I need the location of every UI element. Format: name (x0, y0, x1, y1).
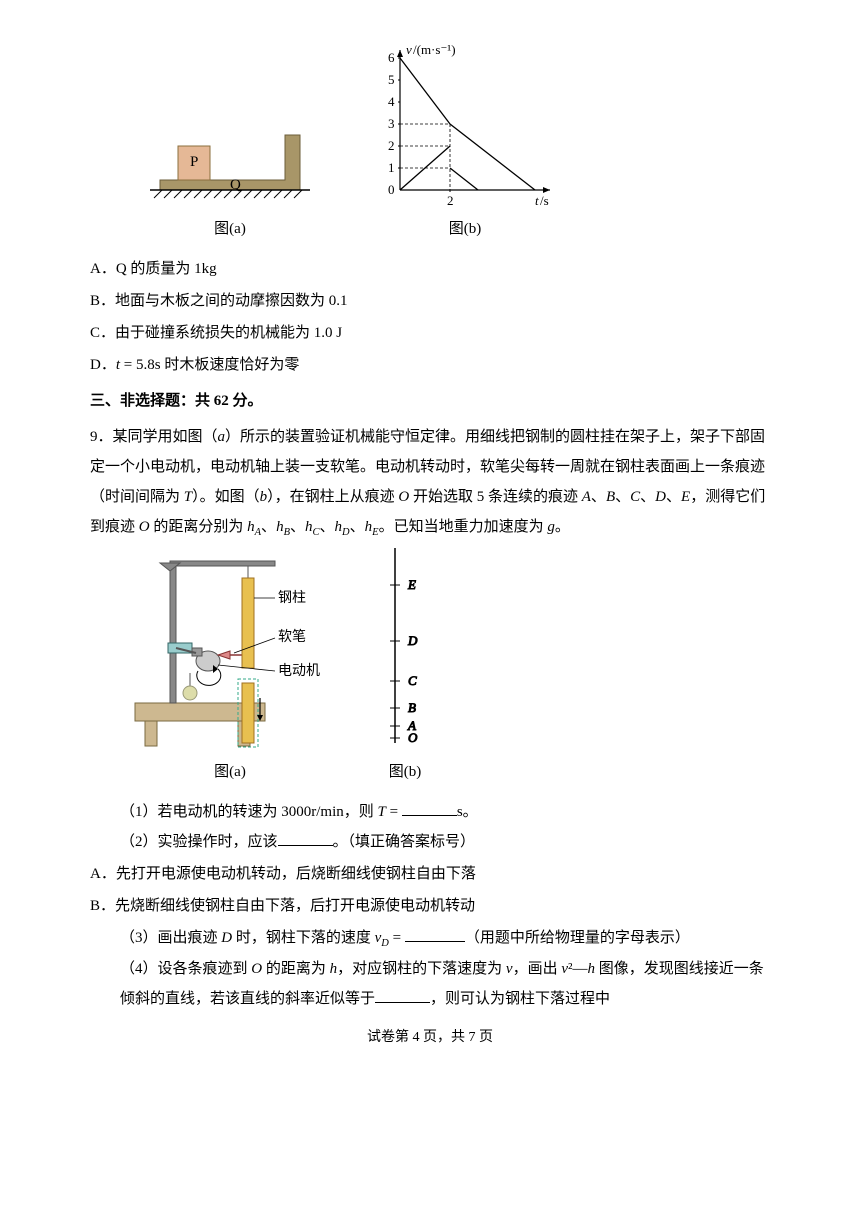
svg-text:软笔: 软笔 (278, 629, 306, 645)
svg-text:6: 6 (388, 50, 395, 65)
q9-part2: （2）实验操作时，应该。（填正确答案标号） (120, 827, 770, 857)
q9-fb-caption: 图(b) (389, 757, 422, 787)
q9-marks-svg: O A B C D E (360, 543, 450, 753)
q9-part1: （1）若电动机的转速为 3000r/min，则 T = s。 (120, 797, 770, 827)
blank-vd[interactable] (405, 926, 465, 942)
q8-option-a: A．Q 的质量为 1kg (90, 254, 770, 284)
section-3-title: 三、非选择题：共 62 分。 (90, 386, 770, 416)
svg-text:C: C (408, 673, 417, 688)
q9-stem: 9．某同学用如图（a）所示的装置验证机械能守恒定律。用细线把钢制的圆柱挂在架子上… (90, 422, 770, 543)
q9-opt-a: A．先打开电源使电动机转动，后烧断细线使钢柱自由下落 (90, 859, 770, 889)
q9-part4: （4）设各条痕迹到 O 的距离为 h，对应钢柱的下落速度为 v，画出 v²—h … (120, 954, 770, 1014)
svg-text:B: B (408, 700, 416, 715)
q9-fa-caption: 图(a) (214, 757, 246, 787)
svg-text:4: 4 (388, 94, 395, 109)
svg-text:3: 3 (388, 116, 395, 131)
blank-slope[interactable] (375, 987, 430, 1003)
svg-text:2: 2 (388, 138, 395, 153)
svg-text:P: P (190, 154, 198, 170)
svg-text:电动机: 电动机 (278, 663, 320, 679)
svg-text:A: A (407, 718, 416, 733)
q8-figure-a: P Q 图(a) (150, 110, 310, 244)
svg-text:1: 1 (388, 160, 395, 175)
q9-apparatus-svg: 钢柱 软笔 电动机 (130, 543, 330, 753)
svg-text:D: D (407, 633, 418, 648)
svg-text:E: E (407, 577, 416, 592)
q9-figure-a: 钢柱 软笔 电动机 图(a) (130, 543, 330, 787)
svg-text:t: t (535, 193, 539, 208)
q8-figures: P Q 图(a) (150, 40, 770, 244)
svg-text:/s: /s (540, 193, 549, 208)
svg-text:v: v (406, 42, 412, 57)
q8-option-b: B．地面与木板之间的动摩擦因数为 0.1 (90, 286, 770, 316)
svg-text:2: 2 (447, 193, 454, 208)
q8-option-d: D．t = 5.8s 时木板速度恰好为零 (90, 350, 770, 380)
q9-figure-b: O A B C D E 图(b) (360, 543, 450, 787)
blank-op[interactable] (278, 830, 333, 846)
svg-text:5: 5 (388, 72, 395, 87)
q8-option-c: C．由于碰撞系统损失的机械能为 1.0 J (90, 318, 770, 348)
q9-opt-b: B．先烧断细线使钢柱自由下落，后打开电源使电动机转动 (90, 891, 770, 921)
page-footer: 试卷第 4 页，共 7 页 (90, 1024, 770, 1052)
graph-b-svg: 0 1 2 3 4 5 6 2 (370, 40, 560, 210)
svg-text:/(m·s⁻¹): /(m·s⁻¹) (413, 42, 456, 57)
q9-figures: 钢柱 软笔 电动机 图(a) O A B C D E 图(b) (130, 543, 770, 787)
svg-text:钢柱: 钢柱 (278, 590, 306, 606)
q8-figure-b: 0 1 2 3 4 5 6 2 (370, 40, 560, 244)
svg-text:0: 0 (388, 182, 395, 197)
blank-t[interactable] (402, 800, 457, 816)
figure-b-caption: 图(b) (449, 214, 482, 244)
figure-a-caption: 图(a) (214, 214, 246, 244)
q9-part3: （3）画出痕迹 D 时，钢柱下落的速度 vD = （用题中所给物理量的字母表示） (120, 923, 770, 954)
diagram-a-svg: P Q (150, 110, 310, 210)
